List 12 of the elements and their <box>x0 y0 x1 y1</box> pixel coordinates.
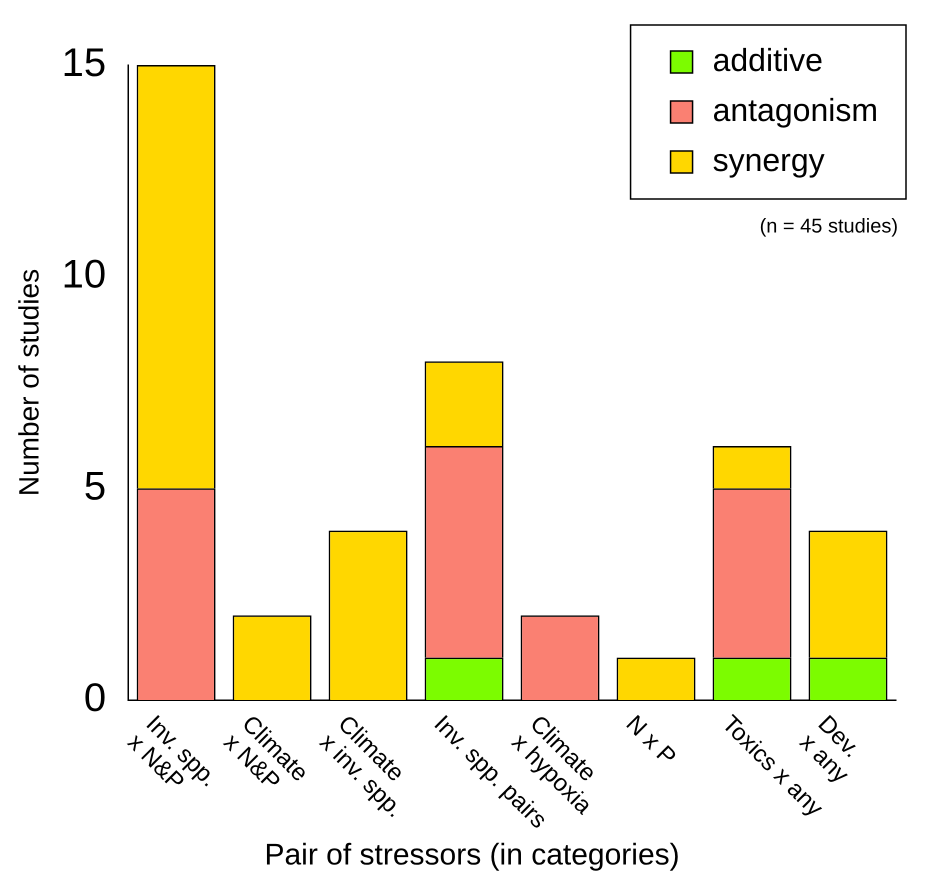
y-tick-label: 15 <box>62 41 106 86</box>
y-axis-title: Number of studies <box>14 268 45 496</box>
annotation: (n = 45 studies) <box>760 216 898 238</box>
legend-label: additive <box>712 42 823 78</box>
legend-label: antagonism <box>712 92 878 128</box>
x-axis-title: Pair of stressors (in categories) <box>264 838 680 872</box>
y-tick-label: 5 <box>84 464 106 508</box>
x-tick-label: N x P <box>620 710 682 771</box>
y-tick-label: 10 <box>62 252 106 297</box>
legend-label: synergy <box>712 142 825 178</box>
x-tick-label: Inv. spp. x N&P <box>122 710 223 796</box>
y-tick-label: 0 <box>84 676 106 720</box>
